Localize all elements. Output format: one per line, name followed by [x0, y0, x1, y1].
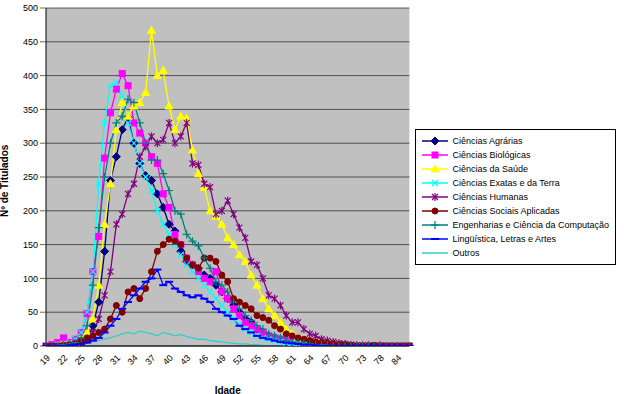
html-text:Ciências Humanas: Ciências Humanas: [452, 192, 528, 202]
html-text:Lingüística, Letras e Artes: Lingüística, Letras e Artes: [452, 234, 556, 244]
svg-text:70: 70: [337, 353, 351, 367]
svg-text:46: 46: [196, 353, 210, 367]
html-text:Outros: Outros: [452, 248, 480, 258]
svg-text:28: 28: [91, 353, 105, 367]
html-text:Engenharias e Ciência da Compu: Engenharias e Ciência da Computação: [452, 220, 609, 230]
svg-text:150: 150: [23, 240, 38, 250]
svg-text:Nº de Titulados: Nº de Titulados: [0, 144, 10, 217]
svg-text:40: 40: [161, 353, 175, 367]
svg-text:43: 43: [178, 353, 192, 367]
svg-text:Idade: Idade: [215, 385, 242, 394]
svg-text:84: 84: [389, 353, 403, 367]
svg-text:250: 250: [23, 172, 38, 182]
svg-text:50: 50: [28, 307, 38, 317]
svg-text:500: 500: [23, 3, 38, 13]
svg-text:34: 34: [126, 353, 140, 367]
svg-text:52: 52: [231, 353, 245, 367]
svg-text:55: 55: [249, 353, 263, 367]
svg-text:61: 61: [284, 353, 298, 367]
svg-text:31: 31: [108, 353, 122, 367]
svg-text:22: 22: [55, 353, 69, 367]
svg-text:200: 200: [23, 206, 38, 216]
svg-text:400: 400: [23, 71, 38, 81]
html-text:Ciências Sociais Aplicadas: Ciências Sociais Aplicadas: [452, 206, 560, 216]
svg-text:37: 37: [143, 353, 157, 367]
svg-text:0: 0: [33, 341, 38, 351]
svg-text:19: 19: [38, 353, 52, 367]
svg-text:73: 73: [354, 353, 368, 367]
svg-text:450: 450: [23, 37, 38, 47]
html-text:Ciências Exatas e da Terra: Ciências Exatas e da Terra: [452, 178, 560, 188]
html-text:Ciências Biológicas: Ciências Biológicas: [452, 150, 531, 160]
html-text:Ciências da Saúde: Ciências da Saúde: [452, 164, 528, 174]
svg-text:300: 300: [23, 138, 38, 148]
svg-text:25: 25: [73, 353, 87, 367]
html-text:Ciências Agrárias: Ciências Agrárias: [452, 136, 523, 146]
svg-text:67: 67: [319, 353, 333, 367]
svg-text:58: 58: [266, 353, 280, 367]
svg-text:64: 64: [302, 353, 316, 367]
svg-text:350: 350: [23, 105, 38, 115]
svg-text:49: 49: [214, 353, 228, 367]
svg-text:100: 100: [23, 274, 38, 284]
svg-text:78: 78: [372, 353, 386, 367]
